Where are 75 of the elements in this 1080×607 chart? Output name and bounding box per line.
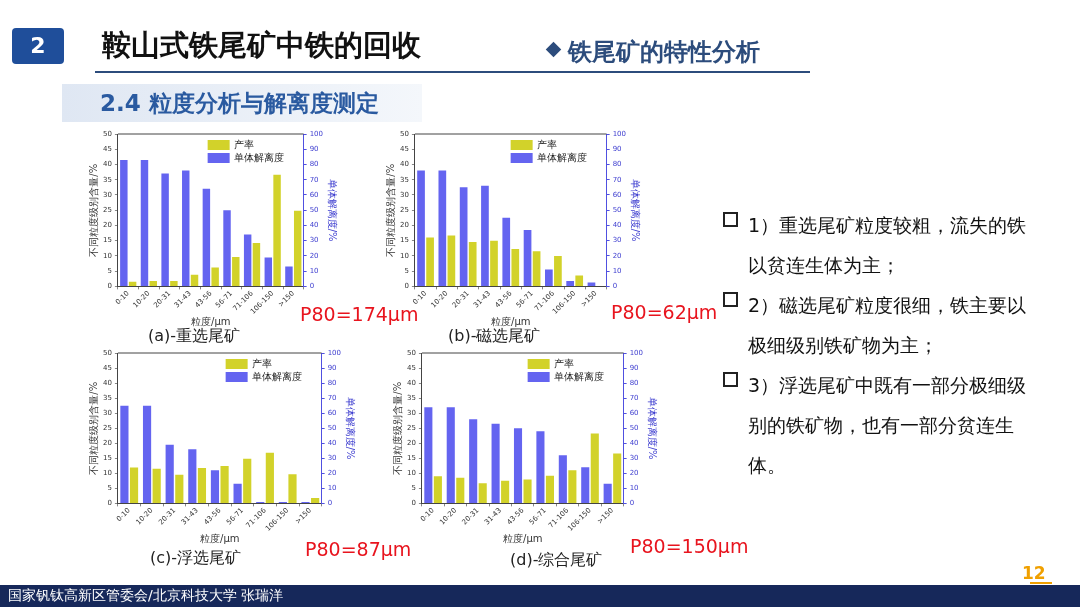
text: P80=62μm — [611, 301, 718, 323]
bar — [161, 173, 169, 286]
bar — [501, 480, 510, 503]
legend-label: 单体解离度 — [536, 151, 587, 163]
bar — [288, 474, 297, 503]
bar — [459, 187, 468, 286]
bar — [438, 170, 447, 286]
legend-label: 产率 — [536, 138, 557, 150]
bar — [523, 479, 532, 503]
bar — [264, 257, 273, 286]
text: 鞍山式铁尾矿中铁的回收 — [102, 27, 421, 64]
x-axis-title: 粒度/μm — [491, 315, 531, 327]
bar — [202, 188, 211, 286]
x-axis-title: 粒度/μm — [200, 532, 240, 544]
bar — [223, 210, 231, 286]
legend-label: 单体解离度 — [553, 370, 604, 382]
y2-axis-title: 单体解离度/% — [345, 396, 357, 460]
bar — [311, 497, 320, 503]
y2-axis-title: 单体解离度/% — [630, 178, 642, 242]
text: 12 — [1022, 563, 1046, 583]
text: (b)-磁选尾矿 — [448, 326, 541, 347]
text: 2）磁选尾矿粒度很细，铁主要以极细级别铁矿物为主； — [748, 293, 1028, 358]
text: (d)-综合尾矿 — [510, 550, 603, 571]
bar — [491, 423, 500, 503]
bar — [149, 280, 157, 286]
bar — [481, 185, 489, 286]
legend-label: 单体解离度 — [233, 151, 284, 163]
bar — [120, 405, 129, 503]
text: P80=150μm — [630, 535, 749, 557]
bar — [243, 458, 252, 503]
bar — [165, 444, 174, 503]
bar — [424, 407, 433, 503]
text: P80=174μm — [300, 303, 419, 325]
bar — [170, 280, 178, 286]
bar — [433, 476, 442, 503]
legend-label: 产率 — [251, 357, 272, 369]
bar — [513, 428, 523, 503]
x-axis-title: 粒度/μm — [503, 532, 543, 544]
y2-axis-title: 单体解离度/% — [647, 396, 659, 460]
y-axis-title: 不同粒度级别含量/% — [391, 381, 403, 475]
text: 1）重选尾矿粒度较粗，流失的铁以贫连生体为主； — [748, 213, 1028, 278]
bar — [190, 274, 199, 286]
text: 3）浮选尾矿中既有一部分极细级别的铁矿物，也有一部分贫连生体。 — [748, 373, 1028, 478]
text: (a)-重选尾矿 — [148, 326, 241, 347]
legend-label: 产率 — [233, 138, 254, 150]
bar — [273, 174, 281, 286]
text: 铁尾矿的特性分析 — [568, 37, 760, 68]
text: 2.4 粒度分析与解离度测定 — [100, 89, 379, 118]
bar — [128, 281, 137, 286]
y-axis-title: 不同粒度级别含量/% — [87, 163, 99, 257]
bar — [120, 159, 128, 286]
bar — [293, 210, 302, 286]
bar — [536, 431, 545, 503]
bar — [182, 170, 190, 286]
bar — [469, 419, 478, 503]
bar — [211, 267, 219, 286]
bar — [417, 170, 425, 286]
y-axis-title: 不同粒度级别含量/% — [87, 381, 99, 475]
text: (c)-浮选尾矿 — [150, 548, 242, 569]
y-axis-title: 不同粒度级别含量/% — [384, 163, 396, 257]
text: 国家钒钛高新区管委会/北京科技大学 张瑞洋 — [8, 587, 284, 605]
text: P80=87μm — [305, 538, 412, 560]
bar — [142, 405, 152, 503]
bar — [575, 275, 584, 286]
bar — [285, 266, 293, 286]
bar — [613, 453, 622, 503]
bar — [446, 407, 455, 503]
legend-label: 单体解离度 — [251, 370, 302, 382]
legend-label: 产率 — [553, 357, 574, 369]
bar — [456, 477, 465, 503]
bar — [265, 452, 274, 503]
bar — [140, 159, 149, 286]
bar — [478, 483, 487, 503]
y2-axis-title: 单体解离度/% — [327, 178, 339, 242]
x-axis-title: 粒度/μm — [191, 315, 231, 327]
